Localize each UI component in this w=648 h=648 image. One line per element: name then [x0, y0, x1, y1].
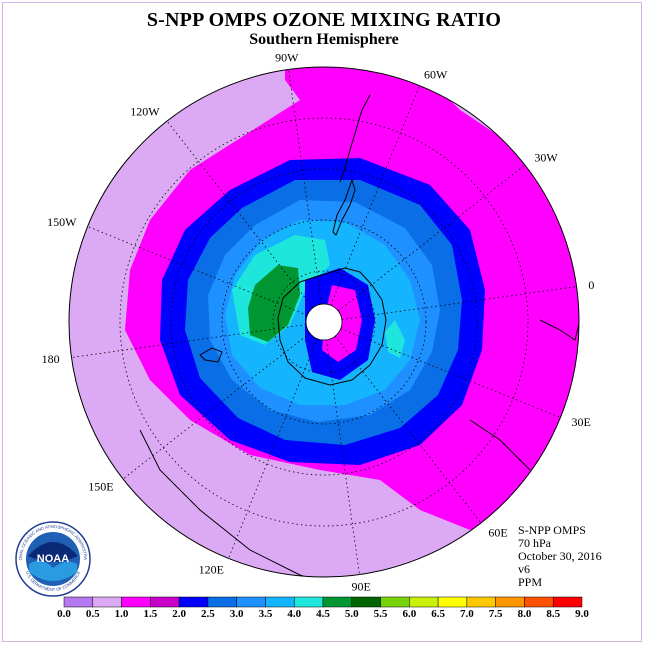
colorbar-tick-label: 2.5	[201, 608, 215, 620]
meridian-lines	[71, 69, 577, 575]
longitude-label: 60E	[488, 525, 507, 539]
lat-circle-80s	[272, 270, 376, 374]
colorbar-tick-label: 3.5	[258, 608, 273, 620]
noaa-logo: NOAA NATIONAL OCEANIC AND ATMOSPHERIC AD…	[14, 520, 91, 597]
colorbar-tick-label: 2.0	[172, 608, 186, 620]
pole-no-data	[305, 303, 343, 341]
colorbar-tick-label: 1.5	[143, 608, 158, 620]
longitude-label: 150W	[47, 215, 77, 229]
meridian-line	[334, 335, 482, 524]
meridian-line	[71, 324, 307, 358]
colorbar	[63, 596, 583, 608]
colorbar-tick-label: 7.5	[488, 608, 503, 620]
colorbar-swatch	[236, 596, 266, 608]
south-america-coast	[339, 94, 371, 183]
colorbar-tick-label: 6.5	[431, 608, 445, 620]
longitude-label: 0	[588, 278, 594, 292]
colorbar-tick-label: 5.0	[344, 608, 359, 620]
figure-frame	[2, 2, 642, 642]
longitude-label: 180	[42, 352, 60, 366]
colorbar-swatch	[409, 596, 439, 608]
meridian-line	[326, 339, 360, 575]
contour-3.5-4.0-east	[385, 320, 405, 358]
colorbar-tick-label: 0.5	[85, 608, 100, 620]
contour-4.0-4.5	[248, 265, 300, 342]
colorbar-swatch	[380, 596, 410, 608]
info-version: v6	[518, 562, 530, 576]
colorbar-swatch	[121, 596, 151, 608]
colorbar-tick-label: 1.0	[114, 608, 129, 620]
colorbar-swatch	[322, 596, 353, 608]
colorbar-swatch	[351, 596, 381, 608]
colorbar-tick-label: 5.5	[373, 608, 388, 620]
longitude-label: 30E	[572, 415, 591, 429]
colorbar-tick-label: 8.5	[546, 608, 561, 620]
info-units: PPM	[518, 575, 543, 589]
africa-coast	[539, 319, 579, 341]
colorbar-tick-label: 6.0	[402, 608, 417, 620]
lat-circle-60s	[170, 168, 478, 476]
lat-circle-50s	[119, 117, 529, 527]
longitude-label: 90E	[351, 579, 370, 593]
meridian-line	[341, 286, 577, 320]
colorbar-swatch	[466, 596, 496, 608]
meridian-line	[288, 69, 322, 305]
colorbar-swatch	[552, 596, 583, 608]
longitude-labels: 90W 60W 30W 0 30E 60E 90E 120E 150E 180 150W 120W	[42, 51, 595, 594]
indian-ocean-islands	[469, 419, 531, 471]
colorbar-swatch	[265, 596, 295, 608]
longitude-label: 120E	[199, 563, 224, 577]
longitude-label: 30W	[534, 151, 558, 165]
info-panel: S-NPP OMPS 70 hPa October 30, 2016 v6 PP…	[518, 524, 602, 589]
colorbar-tick-label: 4.0	[287, 608, 302, 620]
meridian-line	[122, 332, 311, 480]
info-instrument: S-NPP OMPS	[518, 523, 586, 537]
new-zealand-north	[199, 347, 223, 363]
map-subtitle: Southern Hemisphere	[249, 31, 399, 48]
colorbar-swatch	[92, 596, 122, 608]
antarctic-peninsula	[332, 178, 356, 236]
colorbar-swatch	[207, 596, 237, 608]
colorbar-tick-label: 8.0	[517, 608, 532, 620]
colorbar-swatch	[524, 596, 554, 608]
longitude-label: 90W	[275, 51, 299, 65]
lat-circle-70s	[221, 219, 427, 425]
colorbar-tick-label: 4.5	[316, 608, 330, 620]
latitude-circles	[119, 117, 529, 527]
noaa-logo-text: NOAA	[37, 553, 69, 565]
colorbar-tick-label: 0.0	[57, 608, 71, 620]
colorbar-tick-label: 7.0	[460, 608, 474, 620]
colorbar-tick-label: 3.0	[229, 608, 244, 620]
longitude-label: 60W	[424, 67, 448, 81]
info-date: October 30, 2016	[518, 549, 602, 563]
colorbar-tick-label: 9.0	[575, 608, 589, 620]
colorbar-swatch	[63, 596, 94, 608]
map-title: S-NPP OMPS OZONE MIXING RATIO	[146, 9, 502, 31]
antarctica-coast	[277, 267, 387, 386]
colorbar-swatch	[178, 596, 209, 608]
colorbar-swatch	[293, 596, 324, 608]
colorbar-swatch	[150, 596, 180, 608]
info-level: 70 hPa	[518, 536, 551, 550]
map-boundary	[68, 66, 580, 578]
longitude-label: 150E	[88, 479, 113, 493]
colorbar-swatch	[495, 596, 525, 608]
colorbar-swatch	[437, 596, 468, 608]
longitude-label: 120W	[130, 105, 160, 119]
